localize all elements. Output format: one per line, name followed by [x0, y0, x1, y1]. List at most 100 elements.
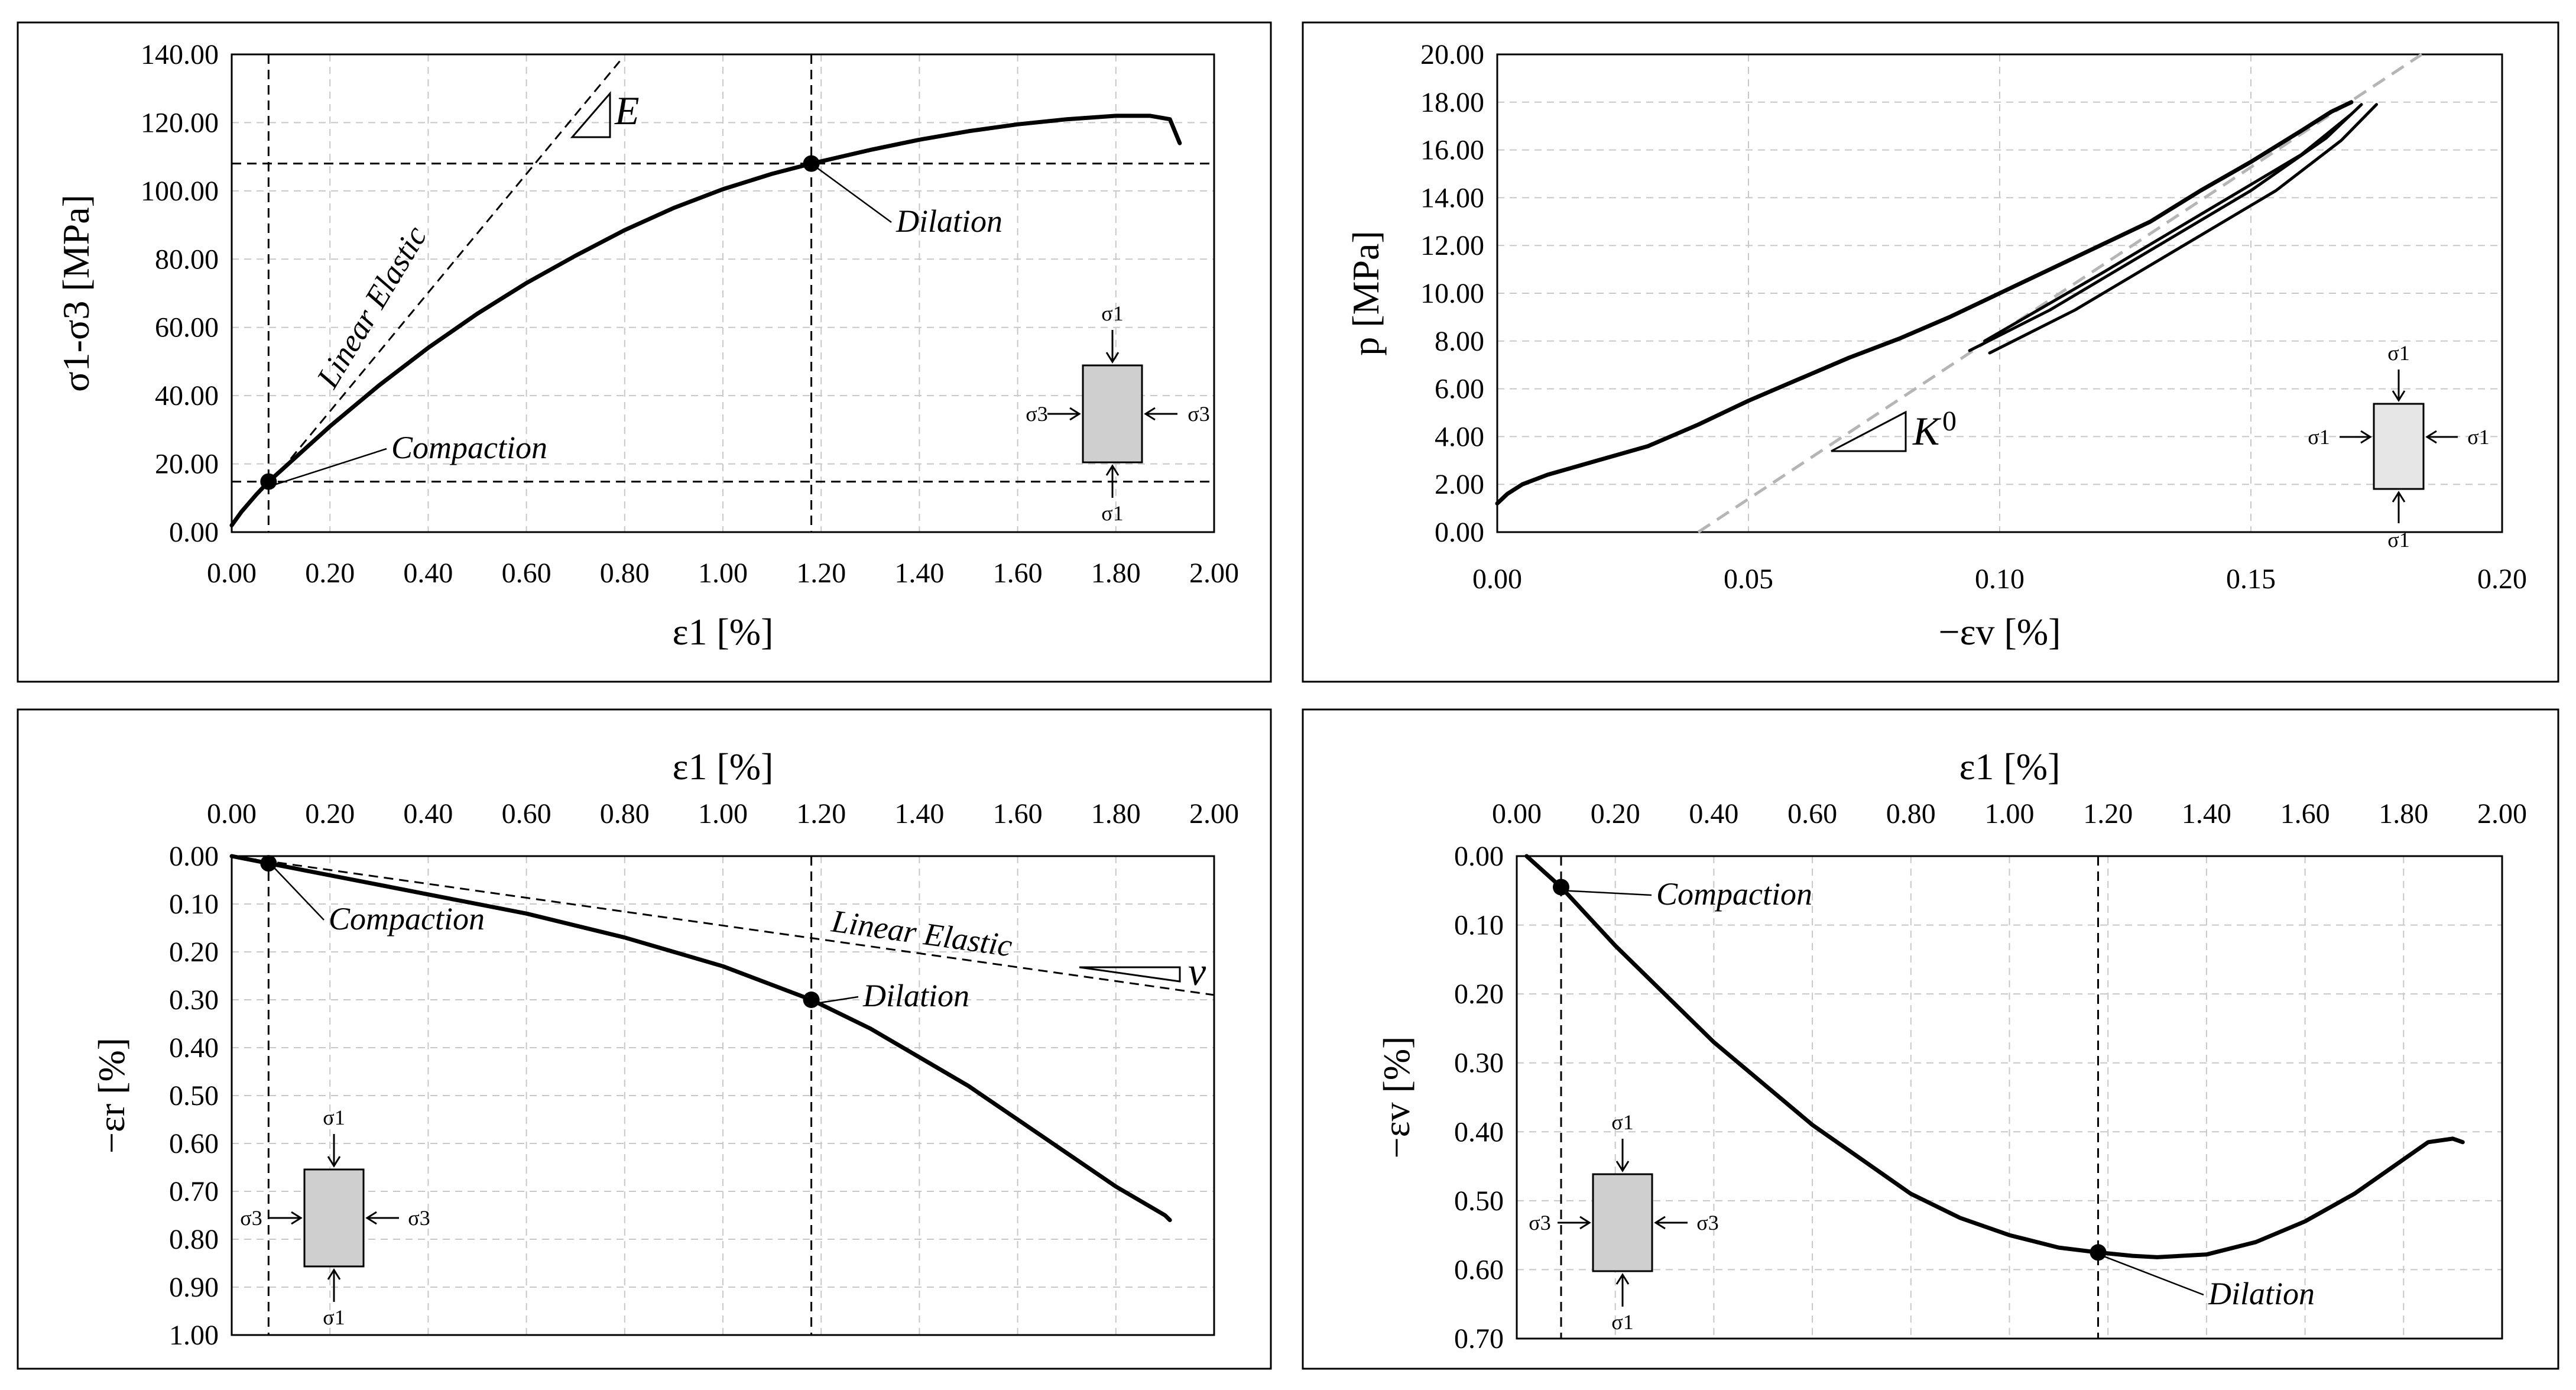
panel-a-refs	[232, 54, 1214, 532]
arrow-top-icon	[327, 1134, 341, 1168]
panel-a-linear-elastic-line	[280, 60, 621, 472]
panel-a-compaction-leader	[272, 448, 387, 486]
y-tick-label: 60.00	[155, 312, 219, 344]
arrow-right-icon	[2425, 430, 2458, 444]
panel-a-xticks: 0.00 0.20 0.40 0.60 0.80 1.00 1.20 1.40 1.60 1.80…	[207, 558, 1239, 589]
y-tick-label: 0.10	[169, 889, 219, 920]
panel-a-y-axis-title: σ1-σ3 [MPa]	[55, 195, 97, 392]
panel-c-specimen: σ1 σ1 σ3 σ3	[240, 1106, 430, 1329]
y-tick-label: 0.00	[1435, 517, 1484, 548]
arrow-bottom-icon	[1615, 1273, 1630, 1307]
arrow-bottom-icon	[327, 1268, 341, 1302]
panel-d-volumetric-curve	[1524, 854, 2465, 1259]
specimen-left-label: σ1	[2308, 425, 2330, 449]
specimen-top-label: σ1	[323, 1106, 345, 1129]
specimen-right-label: σ3	[1696, 1211, 1718, 1235]
x-tick-label: 1.00	[698, 558, 748, 589]
specimen-top-label: σ1	[1101, 302, 1123, 325]
panel-a-slope-symbol: E	[614, 88, 640, 133]
panel-b-y-axis-title: p [MPa]	[1345, 231, 1387, 356]
panel-d-compaction-label: Compaction	[1656, 876, 1812, 912]
arrow-right-icon	[1144, 407, 1177, 421]
x-tick-label: 1.40	[894, 558, 944, 589]
arrow-left-icon	[1558, 1216, 1591, 1230]
specimen-right-label: σ1	[2467, 425, 2489, 449]
y-tick-label: 0.10	[1454, 910, 1504, 941]
x-tick-label: 1.80	[2379, 798, 2428, 830]
y-tick-label: 0.90	[169, 1272, 219, 1303]
x-tick-label: 1.60	[993, 798, 1043, 830]
y-tick-label: 4.00	[1435, 421, 1484, 452]
specimen-box	[1082, 364, 1143, 464]
specimen-left-label: σ3	[1529, 1211, 1550, 1235]
panel-a-dilation-label: Dilation	[896, 203, 1003, 239]
specimen-bottom-label: σ1	[1101, 501, 1123, 525]
x-tick-label: 0.00	[1492, 798, 1542, 830]
y-tick-label: 0.50	[1454, 1185, 1504, 1217]
panel-b-k0-line	[1697, 53, 2423, 534]
panel-c-compaction-point	[260, 855, 277, 872]
panel-b-xticks: 0.00 0.05 0.10 0.15 0.20	[1472, 563, 2527, 595]
arrow-top-icon	[2392, 370, 2406, 402]
panel-d-grid	[1517, 856, 2502, 1339]
panel-c-xticks: 0.00 0.20 0.40 0.60 0.80 1.00 1.20 1.40 1.60 1.80…	[207, 798, 1239, 830]
panel-b-loading-curve	[1495, 100, 2354, 506]
x-tick-label: 1.20	[796, 798, 846, 830]
x-tick-label: 2.00	[1189, 558, 1239, 589]
y-tick-label: 0.70	[1454, 1323, 1504, 1355]
specimen-left-label: σ3	[240, 1206, 262, 1230]
panel-a-slope-triangle	[570, 90, 611, 138]
panel-b-specimen: σ1 σ1 σ1 σ1	[2308, 341, 2489, 552]
x-tick-label: 0.20	[305, 798, 355, 830]
x-tick-label: 1.60	[993, 558, 1043, 589]
x-tick-label: 0.00	[1472, 563, 1522, 595]
panel-b-x-axis-title: −εv [%]	[1939, 611, 2061, 653]
panel-a: 0.00 20.00 40.00 60.00 80.00 100.00 120.00 140.…	[17, 21, 1272, 683]
x-tick-label: 1.20	[796, 558, 846, 589]
panel-a-compaction-point	[260, 473, 277, 490]
arrow-bottom-icon	[1105, 464, 1120, 498]
panel-a-compaction-label: Compaction	[391, 430, 547, 465]
panel-a-specimen: σ1 σ1 σ3 σ3	[1026, 302, 1209, 525]
panel-c-radial-curve	[229, 854, 1172, 1223]
x-tick-label: 1.60	[2280, 798, 2330, 830]
y-tick-label: 40.00	[155, 380, 219, 412]
x-tick-label: 0.60	[502, 798, 551, 830]
y-tick-label: 0.60	[1454, 1254, 1504, 1285]
x-tick-label: 2.00	[1189, 798, 1239, 830]
panel-b-yticks: 0.00 2.00 4.00 6.00 8.00 10.00 12.00 14.00 16.00…	[1420, 39, 1484, 548]
x-tick-label: 1.00	[698, 798, 748, 830]
panel-c-compaction-label: Compaction	[329, 901, 485, 937]
specimen-bottom-label: σ1	[2387, 528, 2409, 552]
x-tick-label: 0.20	[2477, 563, 2527, 595]
x-tick-label: 0.40	[403, 558, 453, 589]
y-tick-label: 14.00	[1420, 182, 1484, 213]
x-tick-label: 0.20	[305, 558, 355, 589]
panel-c-grid	[232, 856, 1214, 1335]
y-tick-label: 80.00	[155, 244, 219, 275]
specimen-right-label: σ3	[1188, 402, 1209, 426]
x-tick-label: 0.05	[1724, 563, 1773, 595]
specimen-top-label: σ1	[2387, 341, 2409, 365]
x-tick-label: 1.40	[894, 798, 944, 830]
panel-a-frame	[17, 21, 1272, 683]
y-tick-label: 0.20	[169, 937, 219, 968]
panel-d-dilation-leader	[2103, 1255, 2204, 1296]
y-tick-label: 140.00	[141, 39, 219, 70]
panel-c-linear-elastic-line	[231, 855, 1215, 996]
arrow-right-icon	[1654, 1216, 1688, 1230]
panel-d-x-axis-title: ε1 [%]	[1959, 746, 2061, 788]
panel-c-dilation-leader	[816, 996, 859, 1005]
x-tick-label: 1.80	[1091, 558, 1141, 589]
panel-a-stress-strain-curve	[229, 114, 1182, 527]
panel-c-slope-symbol: ν	[1188, 949, 1206, 994]
panel-c-refs	[267, 856, 813, 1335]
y-tick-label: 0.00	[169, 517, 219, 548]
panel-c-dilation-label: Dilation	[862, 978, 969, 1013]
arrow-left-icon	[1047, 407, 1081, 421]
y-tick-label: 18.00	[1420, 87, 1484, 118]
panel-b-slope-symbol: K	[1912, 409, 1942, 453]
x-tick-label: 0.60	[502, 558, 551, 589]
panel-a-x-axis-title: ε1 [%]	[673, 611, 774, 653]
x-tick-label: 0.80	[1886, 798, 1936, 830]
